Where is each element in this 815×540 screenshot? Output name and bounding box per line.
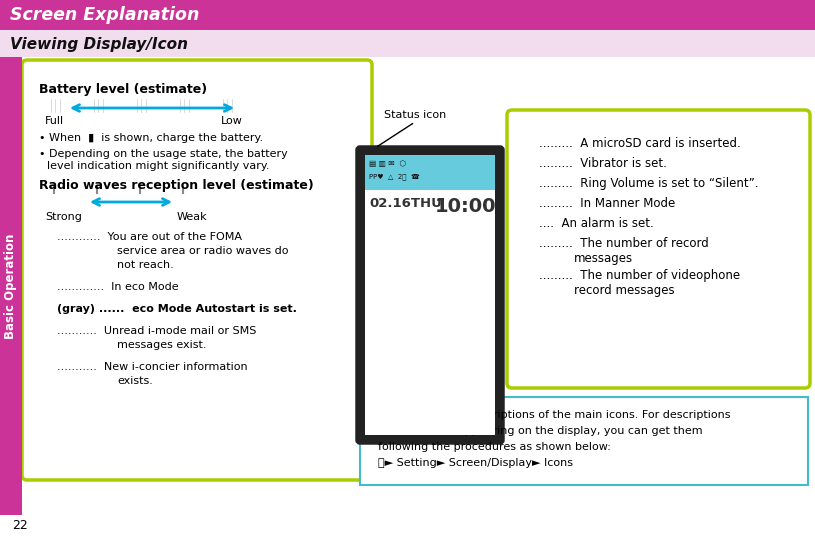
Text: ....  An alarm is set.: .... An alarm is set. [539,217,654,230]
Bar [218,99,222,112]
Bar [174,98,194,113]
Text: Battery level (estimate): Battery level (estimate) [39,83,207,96]
FancyBboxPatch shape [519,210,537,228]
FancyBboxPatch shape [519,262,537,280]
FancyBboxPatch shape [519,150,537,168]
Text: • Here are given descriptions of the main icons. For descriptions: • Here are given descriptions of the mai… [371,410,730,420]
Bar [65,102,68,109]
Text: service area or radio waves do: service area or radio waves do [117,246,289,256]
FancyBboxPatch shape [36,321,54,339]
FancyBboxPatch shape [36,277,54,295]
Text: ...........  Unread i-mode mail or SMS: ........... Unread i-mode mail or SMS [57,326,257,336]
Text: ▤ ▥ ✉  ⬡: ▤ ▥ ✉ ⬡ [369,159,406,168]
Bar [175,99,179,112]
Bar [151,102,154,109]
Bar [108,102,111,109]
Text: not reach.: not reach. [117,260,174,270]
FancyBboxPatch shape [507,110,810,388]
Text: .............  In eco Mode: ............. In eco Mode [57,282,178,292]
Bar [88,98,108,113]
FancyBboxPatch shape [357,147,503,443]
Bar [60,193,64,207]
Bar [59,99,64,112]
Text: Low: Low [221,116,243,126]
Text: following the procedures as shown below:: following the procedures as shown below: [371,442,611,452]
Text: 10:00: 10:00 [435,197,496,216]
Bar [365,155,495,435]
Text: exists.: exists. [117,376,153,386]
Bar [174,204,178,207]
Bar [189,193,193,207]
Bar [131,204,135,207]
Bar [365,155,495,190]
Bar [55,99,59,112]
FancyBboxPatch shape [519,130,537,148]
Text: • Depending on the usage state, the battery: • Depending on the usage state, the batt… [39,149,288,159]
Text: 02.16THU: 02.16THU [369,197,442,210]
Bar [184,197,188,207]
Bar [98,99,102,112]
Text: .........  Ring Volume is set to “Silent”.: ......... Ring Volume is set to “Silent”… [539,177,759,190]
Text: Weak: Weak [177,212,208,222]
Bar [0,57,22,515]
Text: of other icons appearing on the display, you can get them: of other icons appearing on the display,… [371,426,703,436]
FancyBboxPatch shape [519,170,537,188]
Bar [50,200,54,207]
FancyBboxPatch shape [519,190,537,208]
Bar [194,102,197,109]
Bar [131,98,151,113]
Bar [141,197,145,207]
Text: PP♥  △  2⃣  ☎: PP♥ △ 2⃣ ☎ [369,173,420,180]
Text: Full: Full [45,116,64,126]
FancyBboxPatch shape [36,227,54,245]
Bar [94,99,98,112]
Text: Viewing Display/Icon: Viewing Display/Icon [10,37,188,51]
Text: .........  Vibrator is set.: ......... Vibrator is set. [539,157,667,170]
Bar [103,193,107,207]
Bar [46,99,50,112]
Bar [88,204,92,207]
FancyBboxPatch shape [22,60,372,480]
Bar [0,30,815,57]
Bar [45,204,49,207]
Text: 22: 22 [12,519,28,532]
Text: .........  In Manner Mode: ......... In Manner Mode [539,197,676,210]
Text: • When  ▮  is shown, charge the battery.: • When ▮ is shown, charge the battery. [39,133,263,143]
Text: .........  The number of record: ......... The number of record [539,237,709,250]
Bar [132,99,136,112]
Bar [146,193,150,207]
Text: .........  A microSD card is inserted.: ......... A microSD card is inserted. [539,137,741,150]
Bar [0,0,815,30]
Text: messages: messages [574,252,633,265]
Bar [136,99,140,112]
Bar [55,197,59,207]
Bar [45,98,65,113]
Text: ...........  New i-concier information: ........... New i-concier information [57,362,248,372]
Bar [217,98,237,113]
Bar [89,99,93,112]
Bar [51,99,55,112]
Bar [237,102,240,109]
Text: messages exist.: messages exist. [117,340,206,350]
Text: Ⓓ► Setting► Screen/Display► Icons: Ⓓ► Setting► Screen/Display► Icons [371,458,573,468]
Bar [93,200,97,207]
Text: ............  You are out of the FOMA: ............ You are out of the FOMA [57,232,242,242]
Text: record messages: record messages [574,284,675,297]
FancyBboxPatch shape [519,230,537,248]
Text: Strong: Strong [45,212,82,222]
Text: Basic Operation: Basic Operation [5,233,17,339]
Text: Status icon: Status icon [384,110,446,120]
FancyBboxPatch shape [360,397,808,485]
Bar [98,197,102,207]
Text: (gray) ......  eco Mode Autostart is set.: (gray) ...... eco Mode Autostart is set. [57,304,297,314]
Bar [179,200,183,207]
Text: level indication might significantly vary.: level indication might significantly var… [47,161,270,171]
Text: .........  The number of videophone: ......... The number of videophone [539,269,740,282]
Text: Radio waves reception level (estimate): Radio waves reception level (estimate) [39,179,314,192]
Bar [136,200,140,207]
Text: Screen Explanation: Screen Explanation [10,6,200,24]
FancyBboxPatch shape [36,357,54,375]
FancyBboxPatch shape [36,299,54,317]
